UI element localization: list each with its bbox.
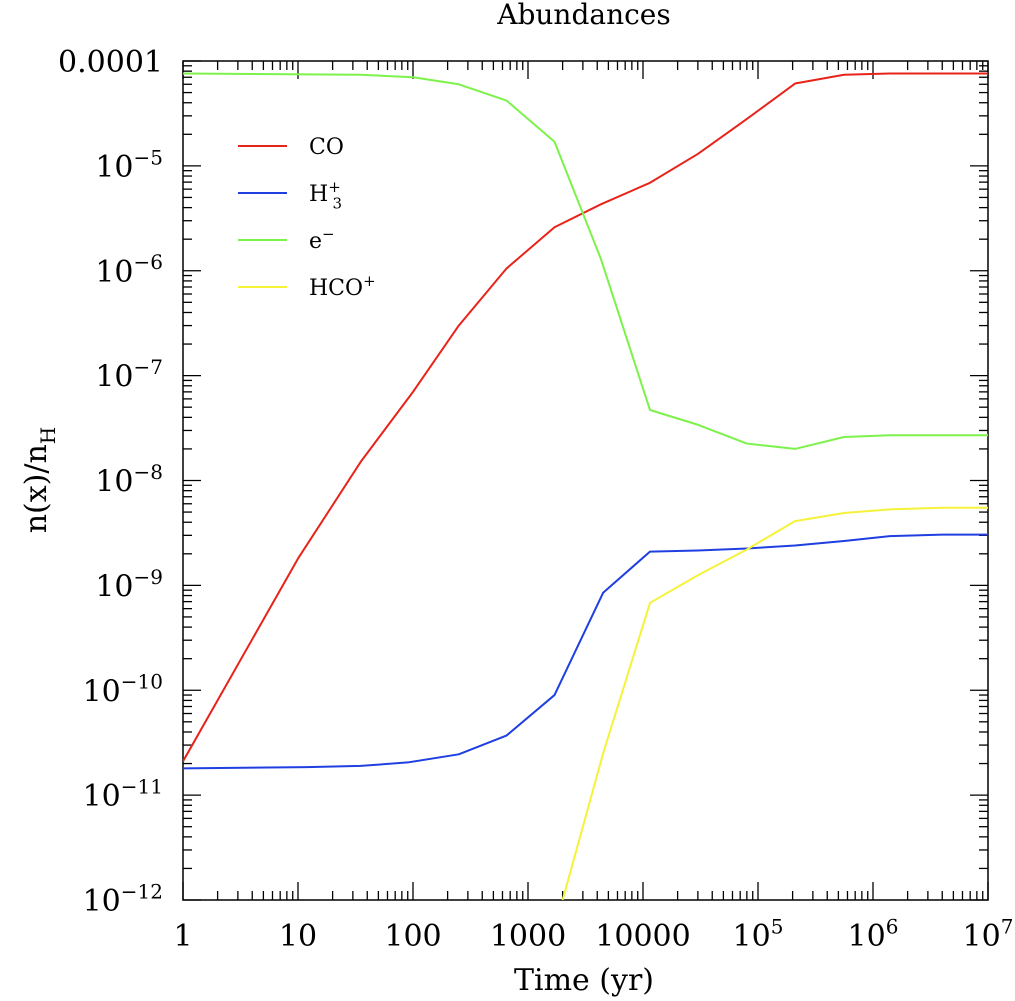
legend-label-co: CO xyxy=(309,135,344,160)
y-tick-label: 10−12 xyxy=(83,879,163,919)
x-tick-label: 1000 xyxy=(490,919,566,954)
legend-label-e: e− xyxy=(309,225,335,254)
y-tick-label: 10−5 xyxy=(95,145,163,185)
axis-tick-labels: 1 10 100 1000 10000 105 106 107 10−12 10−11 10−10 1… xyxy=(58,45,1013,954)
y-tick-label: 10−8 xyxy=(95,460,163,500)
x-tick-label: 106 xyxy=(848,914,899,954)
x-axis-label: Time (yr) xyxy=(514,963,654,998)
data-series xyxy=(183,72,988,900)
y-axis-label: n(x)/nH xyxy=(19,427,60,534)
x-tick-label: 107 xyxy=(963,914,1014,954)
x-tick-label: 10000 xyxy=(595,919,690,954)
x-tick-label: 10 xyxy=(279,919,317,954)
series-line-hco xyxy=(561,506,988,900)
series-line-co xyxy=(183,72,988,762)
y-axis-label-group: n(x)/nH xyxy=(19,427,60,534)
y-tick-label: 10−7 xyxy=(95,355,163,395)
y-tick-label: 0.0001 xyxy=(58,45,163,80)
series-line-h3 xyxy=(183,533,988,770)
y-tick-label: 10−11 xyxy=(83,775,163,815)
x-tick-label: 100 xyxy=(384,919,441,954)
chart-title: Abundances xyxy=(496,0,670,31)
x-tick-label: 105 xyxy=(733,914,784,954)
y-tick-label: 10−10 xyxy=(83,670,163,710)
y-tick-label: 10−6 xyxy=(95,250,163,290)
legend-label-hco: HCO+ xyxy=(309,272,376,301)
series-line-e xyxy=(183,72,988,450)
x-tick-label: 1 xyxy=(173,919,192,954)
plot-frame xyxy=(182,60,989,901)
y-tick-label: 10−9 xyxy=(95,565,163,605)
legend: CO H+ 3 e− HCO+ xyxy=(238,135,376,301)
legend-label-h3: H+ 3 xyxy=(309,178,342,213)
axis-ticks xyxy=(182,60,989,901)
